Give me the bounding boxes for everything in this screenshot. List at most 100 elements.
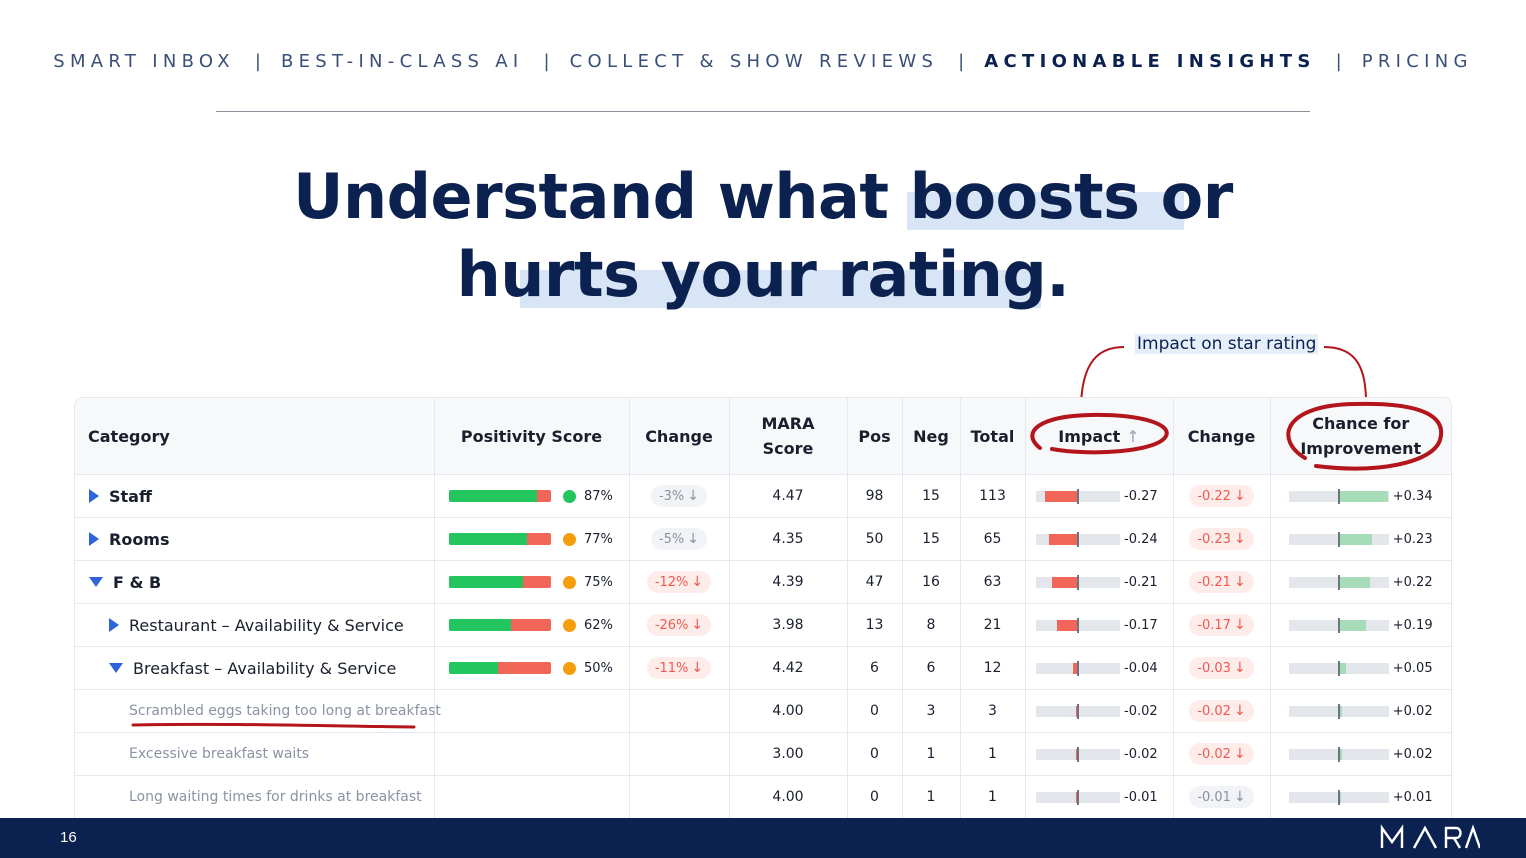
category-label: Restaurant – Availability & Service [129, 615, 404, 635]
change-cell [629, 775, 730, 819]
impact-change-cell: -0.01 ↓ [1173, 775, 1271, 819]
arrow-down-icon: ↓ [1233, 660, 1246, 676]
chance-cell: +0.22 [1270, 560, 1451, 604]
chance-bar-axis [1337, 488, 1340, 504]
chance-bar-axis [1337, 574, 1340, 590]
mara-score-cell: 4.39 [729, 560, 848, 604]
expand-arrow-icon[interactable] [89, 532, 99, 546]
chance-cell: +0.01 [1270, 775, 1451, 819]
impact-bar [1036, 617, 1120, 633]
expand-arrow-icon[interactable] [89, 489, 99, 503]
nav-item-actionable-insights[interactable]: ACTIONABLE INSIGHTS [984, 50, 1316, 72]
chance-bar-axis [1337, 617, 1340, 633]
sort-arrow-icon[interactable]: ↑ [1126, 426, 1140, 446]
category-cell: Staff [75, 474, 435, 518]
table-row[interactable]: Long waiting times for drinks at breakfa… [75, 775, 1451, 819]
positivity-percent: 77% [584, 531, 613, 547]
positivity-bar-positive [449, 662, 498, 674]
impact-change-badge: -0.01 ↓ [1189, 786, 1254, 808]
impact-header-label: Impact [1058, 426, 1121, 446]
category-cell: Restaurant – Availability & Service [75, 603, 435, 647]
column-header-positivity[interactable]: Positivity Score [434, 398, 630, 475]
chance-bar [1288, 660, 1389, 676]
collapse-arrow-icon[interactable] [89, 577, 103, 587]
column-header-neg[interactable]: Neg [902, 398, 961, 475]
top-nav: SMART INBOX | BEST-IN-CLASS AI | COLLECT & S… [0, 48, 1526, 74]
nav-separator: | [543, 50, 550, 72]
table-row[interactable]: Breakfast – Availability & Service 50% -11… [75, 646, 1451, 690]
impact-bar [1036, 531, 1120, 547]
chance-value: +0.23 [1392, 531, 1433, 547]
pos-count-cell: 47 [847, 560, 903, 604]
chance-bar-axis [1337, 660, 1340, 676]
change-cell: -12% ↓ [629, 560, 730, 604]
collapse-arrow-icon[interactable] [109, 663, 123, 673]
pos-count-cell: 50 [847, 517, 903, 561]
chance-value: +0.05 [1392, 660, 1433, 676]
page-title: Understand what boosts or hurts your rat… [0, 158, 1526, 314]
category-label: F & B [113, 572, 162, 592]
neg-count-cell: 1 [902, 732, 961, 776]
positivity-cell [434, 775, 630, 819]
mara-score-cell: 4.00 [729, 775, 848, 819]
mara-score-cell: 3.98 [729, 603, 848, 647]
impact-cell: -0.24 [1025, 517, 1174, 561]
column-header-pos[interactable]: Pos [847, 398, 903, 475]
nav-separator: | [958, 50, 965, 72]
table-row[interactable]: Scrambled eggs taking too long at breakf… [75, 689, 1451, 733]
table-row[interactable]: Staff 87% -3% ↓ 4.47 98 15 113 -0.27 -0.22 ↓ +0.34 [75, 474, 1451, 518]
column-header-chance[interactable]: Chance for Improvement [1270, 398, 1451, 475]
change-value: -3% [658, 489, 685, 504]
table-row[interactable]: Rooms 77% -5% ↓ 4.35 50 15 65 -0.24 -0.23 ↓ +0.23 [75, 517, 1451, 561]
positivity-bar-positive [449, 576, 524, 588]
impact-change-badge: -0.02 ↓ [1189, 743, 1254, 765]
chance-bar [1288, 703, 1389, 719]
chance-bar-axis [1337, 746, 1340, 762]
impact-cell: -0.02 [1025, 689, 1174, 733]
change-cell: -3% ↓ [629, 474, 730, 518]
expand-arrow-icon[interactable] [109, 618, 119, 632]
category-label[interactable]: Scrambled eggs taking too long at breakf… [129, 703, 441, 719]
impact-change-cell: -0.23 ↓ [1173, 517, 1271, 561]
mara-logo-icon [1380, 824, 1480, 849]
column-header-change-2[interactable]: Change [1173, 398, 1271, 475]
chance-bar-positive [1338, 705, 1342, 717]
category-label: Staff [109, 486, 152, 506]
category-cell: Excessive breakfast waits [75, 732, 435, 776]
category-label[interactable]: Excessive breakfast waits [129, 746, 310, 762]
positivity-bar-positive [449, 490, 537, 502]
mara-score-cell: 3.00 [729, 732, 848, 776]
nav-item-collect-show-reviews[interactable]: COLLECT & SHOW REVIEWS [569, 50, 939, 72]
column-header-change[interactable]: Change [629, 398, 730, 475]
impact-bar-axis [1077, 789, 1079, 805]
impact-change-value: -0.22 [1197, 489, 1231, 504]
nav-item-smart-inbox[interactable]: SMART INBOX [53, 50, 235, 72]
change-cell: -11% ↓ [629, 646, 730, 690]
table-row[interactable]: Excessive breakfast waits 3.00 0 1 1 -0.02 -0.… [75, 732, 1451, 776]
impact-change-cell: -0.03 ↓ [1173, 646, 1271, 690]
table-row[interactable]: F & B 75% -12% ↓ 4.39 47 16 63 -0.21 -0.21 ↓ +0.22 [75, 560, 1451, 604]
category-label[interactable]: Long waiting times for drinks at breakfa… [129, 789, 422, 805]
nav-item-pricing[interactable]: PRICING [1361, 50, 1473, 72]
nav-item-best-in-class-ai[interactable]: BEST-IN-CLASS AI [280, 50, 524, 72]
column-header-total[interactable]: Total [960, 398, 1026, 475]
table-row[interactable]: Restaurant – Availability & Service 62% -2… [75, 603, 1451, 647]
column-header-mara-score[interactable]: MARA Score [729, 398, 848, 475]
neg-count-cell: 1 [902, 775, 961, 819]
chance-header-line: Improvement [1300, 439, 1422, 458]
column-header-category[interactable]: Category [75, 398, 435, 475]
change-badge: -12% ↓ [646, 571, 712, 593]
table-header-row: Category Positivity Score Change MARA Sc… [75, 398, 1451, 475]
chance-bar [1288, 789, 1389, 805]
impact-change-badge: -0.17 ↓ [1189, 614, 1254, 636]
mara-score-cell: 4.42 [729, 646, 848, 690]
chance-bar [1288, 488, 1389, 504]
column-header-impact[interactable]: Impact ↑ [1025, 398, 1174, 475]
status-dot-icon [563, 618, 576, 632]
impact-change-value: -0.23 [1197, 532, 1231, 547]
positivity-bar-positive [449, 619, 512, 631]
arrow-down-icon: ↓ [687, 531, 700, 547]
headline-highlight [520, 270, 1041, 308]
pos-count-cell: 98 [847, 474, 903, 518]
impact-change-badge: -0.02 ↓ [1189, 700, 1254, 722]
